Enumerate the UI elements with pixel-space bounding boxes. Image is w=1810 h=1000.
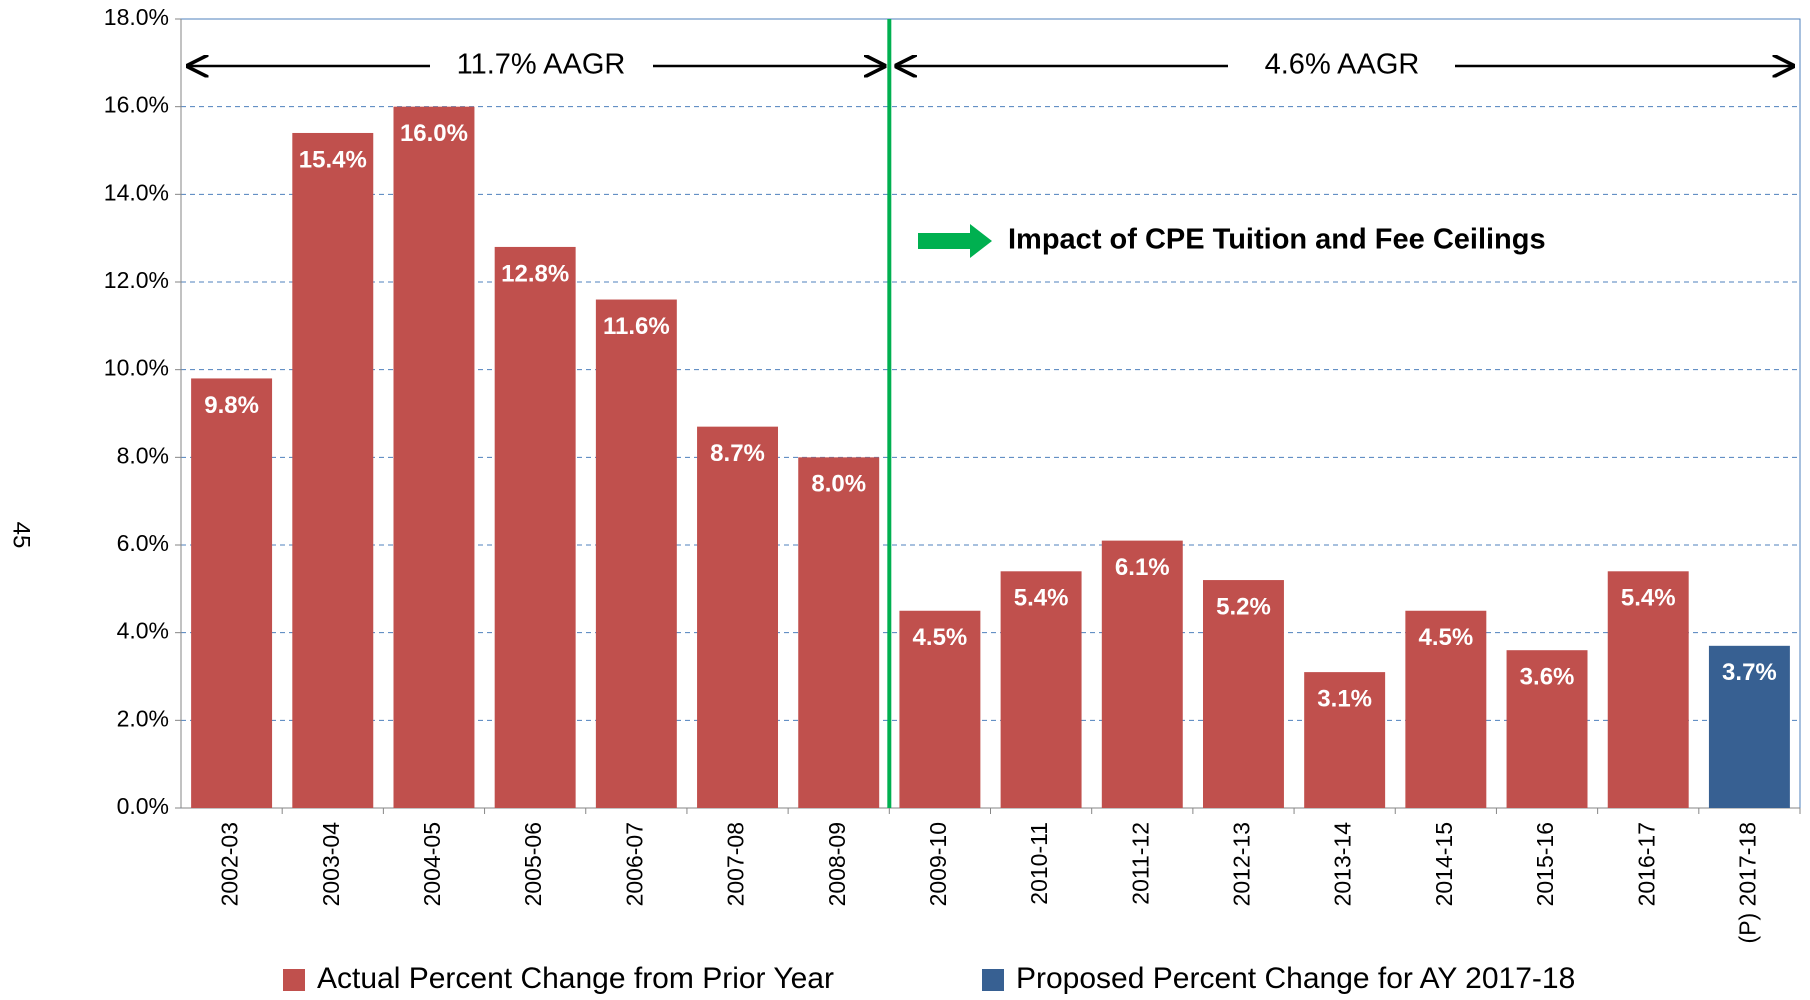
value-label: 3.1% — [1317, 685, 1372, 712]
bar — [292, 132, 374, 808]
value-label: 6.1% — [1115, 554, 1170, 581]
x-tick-label: 2015-16 — [1532, 822, 1558, 906]
x-tick-label: 2011-12 — [1127, 822, 1153, 905]
y-tick-label: 16.0% — [104, 92, 169, 118]
value-label: 12.8% — [501, 260, 569, 287]
y-tick-label: 6.0% — [117, 530, 169, 556]
page-number: 45 — [8, 522, 35, 549]
bar — [1506, 650, 1588, 808]
bar — [191, 378, 273, 808]
x-tick-label: (P) 2017-18 — [1734, 822, 1760, 943]
x-tick-label: 2014-15 — [1431, 822, 1457, 906]
value-label: 3.7% — [1722, 659, 1777, 686]
value-label: 15.4% — [299, 146, 367, 173]
bar — [798, 457, 880, 808]
y-tick-label: 8.0% — [117, 442, 169, 468]
legend-swatch — [982, 969, 1004, 991]
bar — [697, 426, 779, 808]
x-tick-label: 2005-06 — [520, 822, 546, 906]
bar — [1000, 571, 1082, 808]
y-tick-label: 14.0% — [104, 179, 169, 205]
bar — [393, 106, 475, 808]
legend-label: Proposed Percent Change for AY 2017-18 — [1016, 962, 1575, 995]
x-tick-label: 2004-05 — [419, 822, 445, 906]
x-tick-label: 2006-07 — [621, 822, 647, 906]
y-tick-label: 10.0% — [104, 355, 169, 381]
x-tick-label: 2007-08 — [723, 822, 749, 906]
value-label: 5.2% — [1216, 593, 1271, 620]
value-label: 16.0% — [400, 120, 468, 147]
y-tick-label: 12.0% — [104, 267, 169, 293]
annotation: Impact of CPE Tuition and Fee Ceilings — [1008, 224, 1546, 256]
x-tick-label: 2016-17 — [1633, 822, 1659, 906]
value-label: 9.8% — [204, 392, 259, 419]
value-label: 3.6% — [1520, 664, 1575, 691]
value-label: 4.5% — [913, 624, 968, 651]
x-tick-label: 2002-03 — [217, 822, 243, 906]
bar — [595, 299, 677, 808]
y-tick-label: 0.0% — [117, 793, 169, 819]
bar — [1405, 610, 1487, 808]
y-tick-label: 4.0% — [117, 618, 169, 644]
x-tick-label: 2013-14 — [1330, 822, 1356, 907]
x-tick-label: 2010-11 — [1026, 822, 1052, 905]
bar — [494, 246, 576, 808]
impact-arrow — [918, 224, 992, 258]
value-label: 5.4% — [1621, 585, 1676, 612]
value-label: 4.5% — [1418, 624, 1473, 651]
value-label: 8.0% — [811, 471, 866, 498]
x-tick-label: 2003-04 — [318, 822, 344, 907]
bar — [1708, 645, 1790, 808]
bar — [899, 610, 981, 808]
x-tick-label: 2009-10 — [925, 822, 951, 906]
bar — [1607, 571, 1689, 808]
bar — [1101, 540, 1183, 808]
legend-swatch — [283, 969, 305, 991]
bar — [1304, 672, 1386, 808]
x-tick-label: 2008-09 — [824, 822, 850, 906]
x-tick-label: 2012-13 — [1229, 822, 1255, 906]
value-label: 11.6% — [603, 313, 670, 340]
y-tick-label: 2.0% — [117, 705, 169, 731]
annotation: 4.6% AAGR — [1265, 49, 1420, 81]
bar — [1202, 580, 1284, 808]
value-label: 5.4% — [1014, 585, 1069, 612]
y-tick-label: 18.0% — [104, 4, 169, 30]
value-label: 8.7% — [710, 440, 765, 467]
legend-label: Actual Percent Change from Prior Year — [317, 962, 834, 995]
annotation: 11.7% AAGR — [457, 49, 626, 81]
